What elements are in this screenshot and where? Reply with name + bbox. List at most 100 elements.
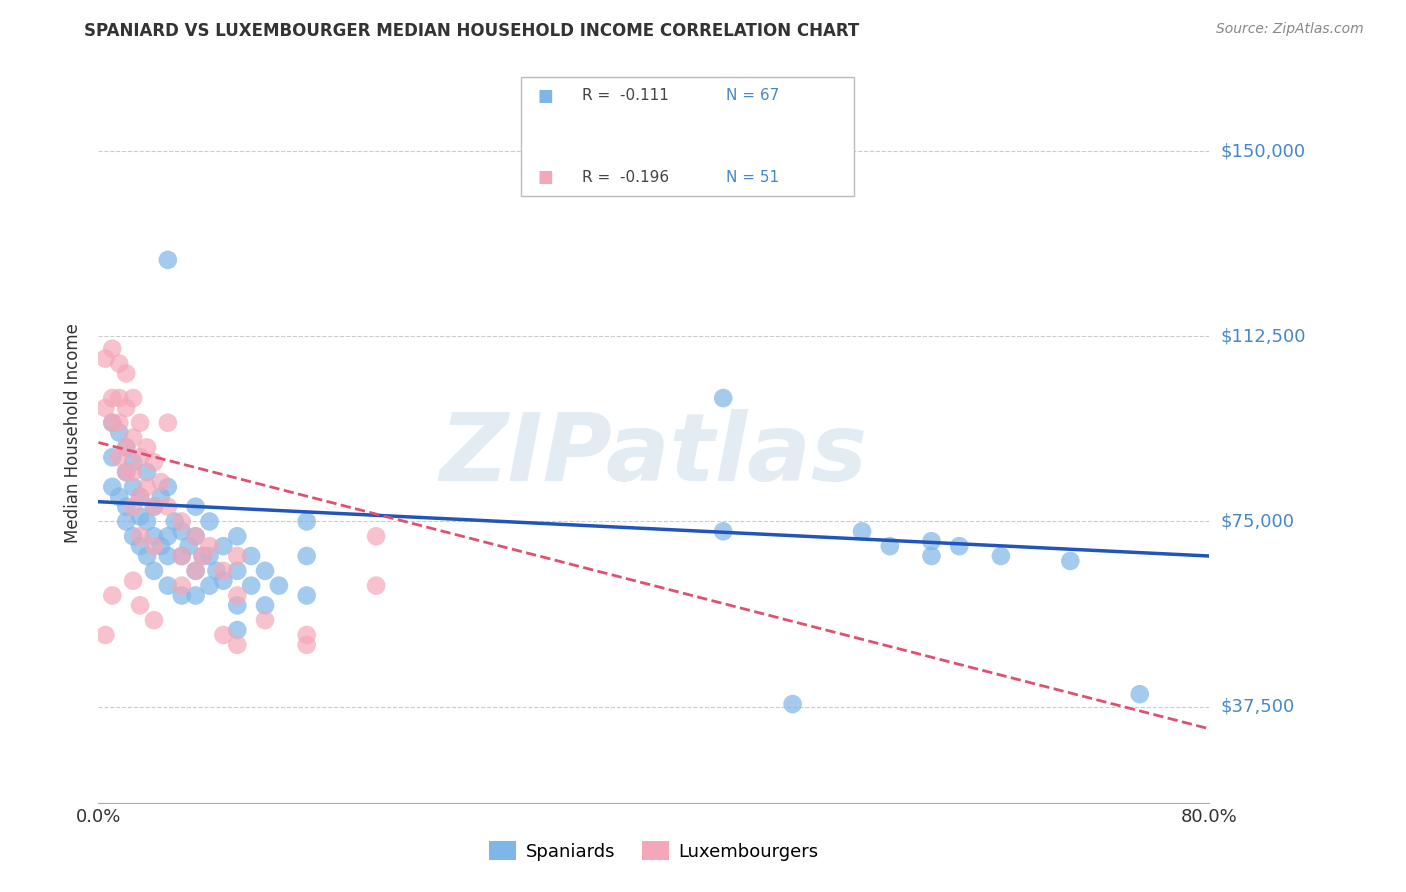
Point — [198, 539, 221, 553]
Point — [94, 628, 117, 642]
Point — [115, 441, 138, 455]
Text: N = 51: N = 51 — [725, 169, 779, 185]
Text: SPANIARD VS LUXEMBOURGER MEDIAN HOUSEHOLD INCOME CORRELATION CHART: SPANIARD VS LUXEMBOURGER MEDIAN HOUSEHOL… — [84, 22, 859, 40]
Point — [108, 425, 131, 440]
Point — [295, 638, 318, 652]
Point — [122, 574, 145, 588]
Point — [191, 549, 214, 563]
Point — [184, 589, 207, 603]
Point — [115, 465, 138, 479]
Point — [156, 549, 179, 563]
Point — [122, 431, 145, 445]
Point — [122, 465, 145, 479]
Point — [170, 515, 193, 529]
Point — [170, 524, 193, 539]
Point — [226, 549, 249, 563]
Point — [226, 589, 249, 603]
Point — [115, 515, 138, 529]
Point — [143, 539, 166, 553]
Point — [156, 500, 179, 514]
Point — [198, 579, 221, 593]
Point — [122, 391, 145, 405]
Point — [115, 465, 138, 479]
Point — [129, 599, 152, 613]
Point — [143, 455, 166, 469]
Text: $112,500: $112,500 — [1220, 327, 1306, 345]
Point — [136, 549, 159, 563]
Point — [101, 342, 124, 356]
Point — [711, 524, 734, 539]
Point — [129, 450, 152, 465]
Point — [184, 529, 207, 543]
Point — [129, 529, 152, 543]
Point — [366, 529, 388, 543]
Point — [149, 539, 172, 553]
Point — [122, 500, 145, 514]
Point — [711, 391, 734, 405]
Point — [156, 416, 179, 430]
Text: ZIPatlas: ZIPatlas — [440, 409, 868, 500]
Point — [184, 564, 207, 578]
Point — [267, 579, 290, 593]
Point — [295, 549, 318, 563]
Point — [143, 529, 166, 543]
Point — [129, 539, 152, 553]
Point — [879, 539, 901, 553]
Point — [198, 549, 221, 563]
Point — [226, 599, 249, 613]
Point — [108, 450, 131, 465]
Point — [149, 490, 172, 504]
Point — [240, 579, 263, 593]
Point — [212, 564, 235, 578]
Point — [295, 515, 318, 529]
Text: R =  -0.111: R = -0.111 — [582, 88, 668, 103]
Point — [226, 564, 249, 578]
Point — [163, 515, 186, 529]
Point — [253, 564, 276, 578]
Point — [143, 500, 166, 514]
Point — [129, 416, 152, 430]
Point — [226, 623, 249, 637]
Point — [1129, 687, 1152, 701]
Point — [184, 529, 207, 543]
Point — [240, 549, 263, 563]
Point — [136, 480, 159, 494]
Point — [115, 401, 138, 415]
Point — [101, 480, 124, 494]
Point — [108, 357, 131, 371]
Point — [170, 549, 193, 563]
Point — [108, 416, 131, 430]
Point — [170, 589, 193, 603]
Legend: Spaniards, Luxembourgers: Spaniards, Luxembourgers — [482, 834, 825, 868]
Point — [122, 455, 145, 469]
Point — [1059, 554, 1081, 568]
Point — [177, 539, 200, 553]
Point — [94, 401, 117, 415]
Point — [295, 589, 318, 603]
Point — [136, 515, 159, 529]
Text: $75,000: $75,000 — [1220, 513, 1295, 531]
Point — [156, 579, 179, 593]
Point — [253, 599, 276, 613]
Text: Source: ZipAtlas.com: Source: ZipAtlas.com — [1216, 22, 1364, 37]
Point — [782, 697, 804, 711]
Point — [226, 529, 249, 543]
Point — [198, 515, 221, 529]
Point — [156, 480, 179, 494]
Point — [295, 628, 318, 642]
Point — [212, 539, 235, 553]
Point — [184, 500, 207, 514]
Y-axis label: Median Household Income: Median Household Income — [65, 323, 83, 542]
Point — [122, 529, 145, 543]
Point — [851, 524, 873, 539]
Text: $150,000: $150,000 — [1220, 143, 1305, 161]
Point — [226, 638, 249, 652]
Point — [205, 564, 228, 578]
Point — [170, 579, 193, 593]
Point — [143, 613, 166, 627]
Point — [143, 500, 166, 514]
Point — [212, 628, 235, 642]
Point — [156, 252, 179, 267]
Point — [366, 579, 388, 593]
Point — [191, 549, 214, 563]
